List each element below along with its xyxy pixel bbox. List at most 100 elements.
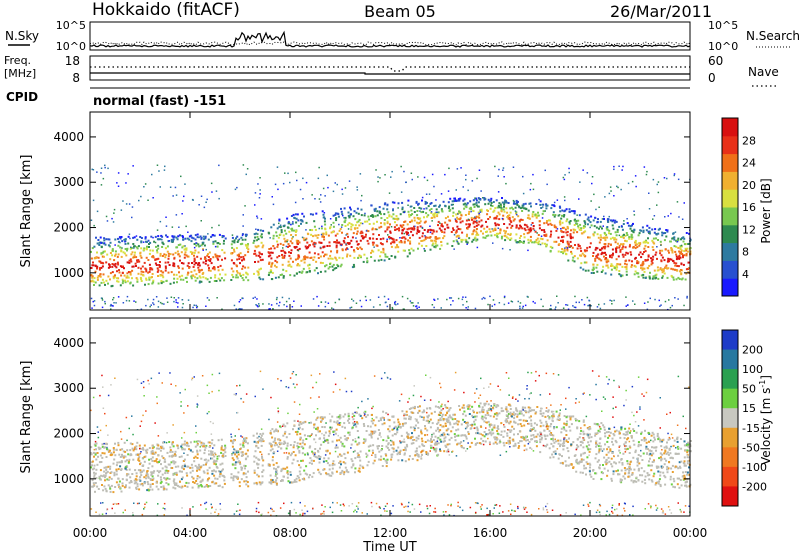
velocity-cell bbox=[426, 429, 429, 432]
velocity-cell bbox=[459, 408, 461, 411]
power-cell bbox=[413, 216, 416, 219]
power-cell bbox=[325, 233, 328, 236]
velocity-cell bbox=[261, 464, 264, 467]
power-cell bbox=[353, 265, 356, 268]
velocity-cell bbox=[444, 414, 447, 417]
power-cell bbox=[538, 220, 541, 223]
velocity-cell bbox=[514, 444, 517, 447]
power-cell bbox=[455, 239, 458, 242]
power-cell bbox=[687, 261, 690, 264]
power-cell bbox=[607, 266, 610, 269]
power-cell bbox=[174, 186, 177, 189]
velocity-cell bbox=[163, 458, 166, 461]
power-cell bbox=[559, 210, 562, 213]
power-cell bbox=[670, 274, 673, 277]
velocity-cell bbox=[586, 447, 589, 450]
power-cell bbox=[100, 281, 103, 284]
power-cell bbox=[475, 201, 478, 204]
power-cell bbox=[573, 212, 576, 215]
power-cell bbox=[328, 265, 331, 268]
power-cell bbox=[615, 258, 618, 261]
velocity-cell bbox=[158, 461, 160, 463]
power-cell bbox=[173, 262, 176, 265]
velocity-cell bbox=[403, 452, 406, 455]
power-cell bbox=[387, 298, 390, 300]
power-cell bbox=[516, 202, 518, 204]
power-cell bbox=[242, 164, 245, 166]
power-cell bbox=[642, 260, 645, 263]
power-cell bbox=[677, 298, 679, 300]
power-cell bbox=[578, 228, 581, 231]
power-cell bbox=[319, 201, 322, 203]
velocity-cell bbox=[180, 486, 183, 489]
velocity-cell bbox=[352, 418, 355, 421]
velocity-cell bbox=[574, 417, 577, 420]
power-cell bbox=[513, 218, 516, 221]
power-cell bbox=[464, 296, 467, 298]
power-cell bbox=[650, 263, 653, 266]
velocity-cell bbox=[325, 460, 328, 462]
velocity-cell bbox=[232, 475, 235, 478]
power-cell bbox=[595, 246, 598, 249]
power-cell bbox=[297, 243, 299, 245]
power-cell bbox=[455, 189, 457, 191]
power-cell bbox=[662, 268, 665, 271]
power-cell bbox=[335, 246, 338, 249]
power-cell bbox=[165, 234, 167, 237]
power-cell bbox=[487, 303, 489, 306]
power-cell bbox=[93, 245, 96, 248]
power-cell bbox=[325, 253, 328, 256]
velocity-cell bbox=[146, 489, 149, 492]
power-cell bbox=[587, 269, 590, 272]
velocity-cell bbox=[243, 464, 246, 467]
power-cell bbox=[574, 244, 576, 246]
velocity-cell bbox=[444, 422, 447, 425]
power-cell bbox=[432, 242, 435, 245]
velocity-cell bbox=[415, 419, 418, 422]
power-cell bbox=[494, 165, 496, 168]
power-cell bbox=[555, 306, 557, 308]
power-cell bbox=[658, 227, 661, 230]
power-cell bbox=[501, 247, 504, 250]
velocity-cell bbox=[347, 412, 350, 415]
power-cell bbox=[319, 246, 322, 249]
power-cell bbox=[573, 255, 576, 258]
power-cell bbox=[670, 212, 672, 215]
velocity-cell bbox=[595, 423, 598, 426]
velocity-cell bbox=[519, 440, 522, 443]
noise-left-tick-top: 10^5 bbox=[56, 19, 86, 32]
power-cell bbox=[425, 193, 428, 195]
power-cell bbox=[618, 234, 621, 237]
power-cell bbox=[615, 220, 618, 223]
power-cell bbox=[569, 240, 572, 243]
power-cell bbox=[611, 254, 614, 257]
power-cell bbox=[317, 305, 320, 307]
power-cell bbox=[286, 240, 288, 243]
power-cell bbox=[568, 167, 570, 170]
velocity-cell bbox=[146, 448, 149, 451]
power-cell bbox=[685, 249, 688, 252]
power-cell bbox=[137, 245, 140, 248]
power-cell bbox=[524, 304, 527, 307]
power-cell bbox=[328, 241, 331, 244]
power-cell bbox=[544, 242, 546, 245]
power-cell bbox=[286, 305, 288, 308]
power-cell bbox=[390, 245, 393, 248]
power-cell bbox=[193, 251, 196, 254]
velocity-cell bbox=[676, 483, 679, 486]
velocity-cell bbox=[580, 429, 583, 432]
power-cell bbox=[614, 219, 617, 222]
power-cell bbox=[283, 254, 286, 257]
power-cell bbox=[475, 239, 478, 242]
velocity-cell bbox=[151, 488, 154, 491]
power-cell bbox=[563, 249, 566, 252]
velocity-cell bbox=[90, 446, 93, 449]
power-cell bbox=[283, 225, 285, 228]
velocity-cell bbox=[197, 463, 200, 466]
power-cell bbox=[390, 226, 393, 228]
power-cell bbox=[206, 198, 208, 201]
power-cell bbox=[465, 219, 468, 222]
power-cell bbox=[493, 234, 496, 237]
velocity-cell bbox=[586, 432, 589, 435]
power-cell bbox=[150, 267, 153, 270]
